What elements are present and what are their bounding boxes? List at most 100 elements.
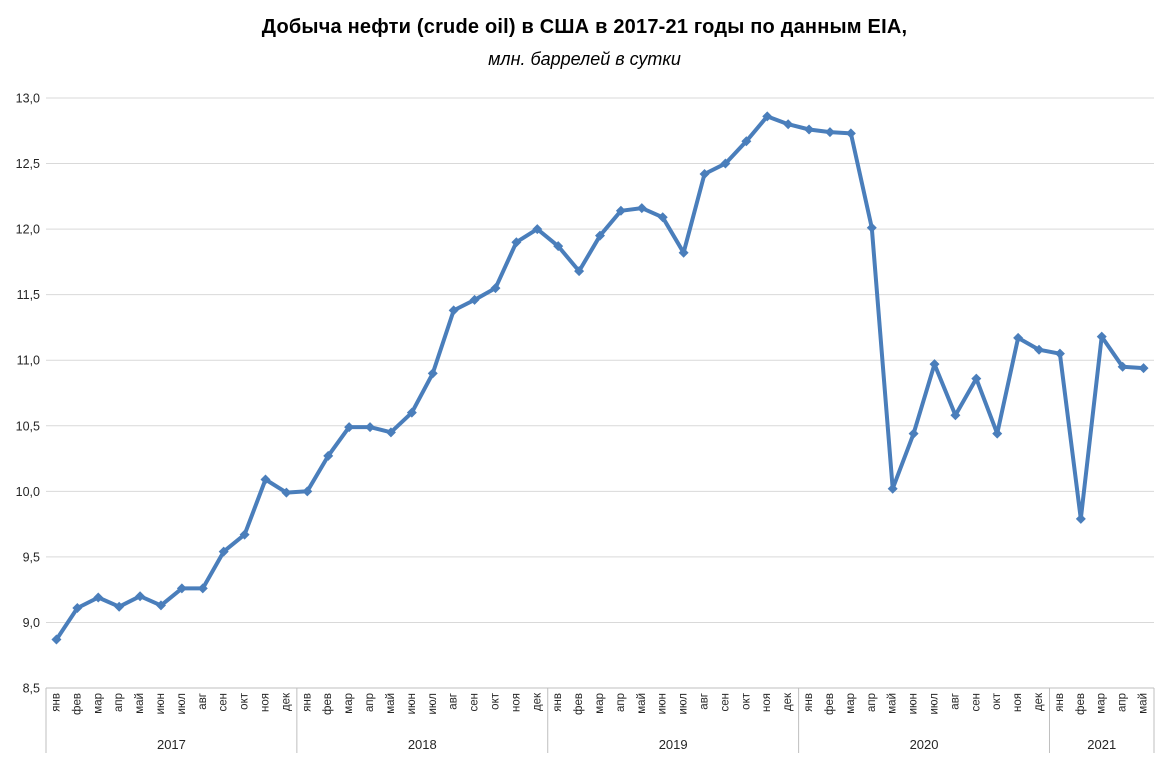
- month-tick-label: мар: [1096, 693, 1108, 714]
- month-tick-label: июн: [908, 693, 920, 714]
- data-point-marker: [1054, 348, 1065, 359]
- month-tick-label: янв: [50, 693, 62, 712]
- data-point-marker: [824, 127, 835, 138]
- month-tick-label: авг: [448, 693, 460, 710]
- data-point-marker: [1117, 361, 1128, 372]
- data-point-marker: [971, 373, 982, 384]
- data-point-marker: [239, 529, 250, 540]
- month-tick-label: окт: [239, 692, 251, 710]
- data-point-marker: [135, 591, 146, 602]
- month-tick-label: окт: [489, 692, 501, 710]
- month-tick-label: сен: [719, 693, 731, 712]
- y-tick-label: 13,0: [16, 92, 40, 106]
- data-point-marker: [699, 169, 710, 180]
- data-point-marker: [218, 546, 229, 557]
- data-point-marker: [678, 247, 689, 258]
- data-point-marker: [427, 368, 438, 379]
- year-label: 2020: [910, 737, 939, 752]
- data-point-marker: [302, 486, 313, 497]
- data-point-marker: [406, 407, 417, 418]
- month-tick-label: июн: [657, 693, 669, 714]
- month-tick-label: авг: [699, 693, 711, 710]
- data-point-marker: [762, 111, 773, 122]
- data-point-marker: [574, 266, 585, 277]
- month-tick-label: фев: [573, 693, 585, 715]
- data-point-marker: [51, 634, 62, 645]
- month-tick-label: ноя: [1012, 693, 1024, 712]
- data-point-marker: [469, 294, 480, 305]
- data-point-marker: [72, 603, 83, 614]
- month-tick-label: мар: [92, 693, 104, 714]
- data-point-marker: [448, 305, 459, 316]
- month-tick-label: июл: [176, 693, 188, 715]
- data-point-marker: [323, 450, 334, 461]
- y-tick-label: 12,0: [16, 223, 40, 237]
- data-point-marker: [197, 583, 208, 594]
- data-point-marker: [615, 205, 626, 216]
- data-point-marker: [1034, 344, 1045, 355]
- data-point-marker: [908, 428, 919, 439]
- data-point-marker: [511, 237, 522, 248]
- chart-title: Добыча нефти (crude oil) в США в 2017-21…: [261, 16, 908, 38]
- data-point-marker: [783, 119, 794, 130]
- y-tick-label: 10,5: [16, 419, 40, 433]
- month-tick-label: апр: [113, 693, 125, 712]
- month-tick-label: июн: [155, 693, 167, 714]
- chart-subtitle: млн. баррелей в сутки: [488, 49, 681, 69]
- month-tick-label: апр: [364, 693, 376, 712]
- data-point-marker: [93, 592, 104, 603]
- month-tick-label: сен: [469, 693, 481, 712]
- month-tick-label: авг: [949, 693, 961, 710]
- month-tick-label: июл: [427, 693, 439, 715]
- data-point-marker: [657, 212, 668, 223]
- y-tick-label: 9,0: [23, 616, 40, 630]
- data-point-marker: [741, 136, 752, 147]
- data-point-marker: [385, 427, 396, 438]
- data-point-marker: [553, 241, 564, 252]
- month-tick-label: янв: [301, 693, 313, 712]
- month-tick-label: май: [385, 693, 397, 714]
- y-tick-label: 8,5: [23, 682, 40, 696]
- year-label: 2019: [659, 737, 688, 752]
- month-tick-label: апр: [615, 693, 627, 712]
- month-tick-label: дек: [531, 692, 543, 711]
- y-tick-label: 9,5: [23, 550, 40, 564]
- month-tick-label: фев: [1075, 693, 1087, 715]
- y-tick-label: 11,5: [17, 288, 40, 302]
- month-tick-label: июл: [928, 693, 940, 715]
- month-tick-label: фев: [71, 693, 83, 715]
- data-point-marker: [1013, 332, 1024, 343]
- data-point-marker: [532, 224, 543, 235]
- month-tick-label: май: [636, 693, 648, 714]
- month-tick-label: май: [1138, 693, 1150, 714]
- year-label: 2021: [1087, 737, 1116, 752]
- data-point-marker: [720, 158, 731, 169]
- data-point-marker: [365, 422, 376, 433]
- month-tick-label: мар: [845, 693, 857, 714]
- month-tick-label: янв: [1054, 693, 1066, 712]
- month-tick-label: дек: [1033, 692, 1045, 711]
- data-point-marker: [260, 474, 271, 485]
- data-point-marker: [155, 600, 166, 611]
- month-tick-label: сен: [970, 693, 982, 712]
- data-point-marker: [992, 428, 1003, 439]
- year-label: 2018: [408, 737, 437, 752]
- data-point-marker: [845, 128, 856, 139]
- month-tick-label: июн: [406, 693, 418, 714]
- month-tick-label: май: [887, 693, 899, 714]
- month-tick-label: окт: [991, 692, 1003, 710]
- month-tick-label: дек: [782, 692, 794, 711]
- data-point-marker: [929, 359, 940, 370]
- y-tick-label: 11,0: [17, 354, 40, 368]
- month-tick-label: апр: [1117, 693, 1129, 712]
- data-point-marker: [636, 203, 647, 214]
- month-tick-label: ноя: [510, 693, 522, 712]
- month-tick-label: июл: [678, 693, 690, 715]
- month-tick-label: апр: [866, 693, 878, 712]
- data-point-marker: [866, 222, 877, 233]
- data-point-marker: [887, 483, 898, 494]
- data-point-marker: [950, 410, 961, 421]
- data-point-marker: [804, 124, 815, 135]
- month-tick-label: май: [134, 693, 146, 714]
- month-tick-label: ноя: [260, 693, 272, 712]
